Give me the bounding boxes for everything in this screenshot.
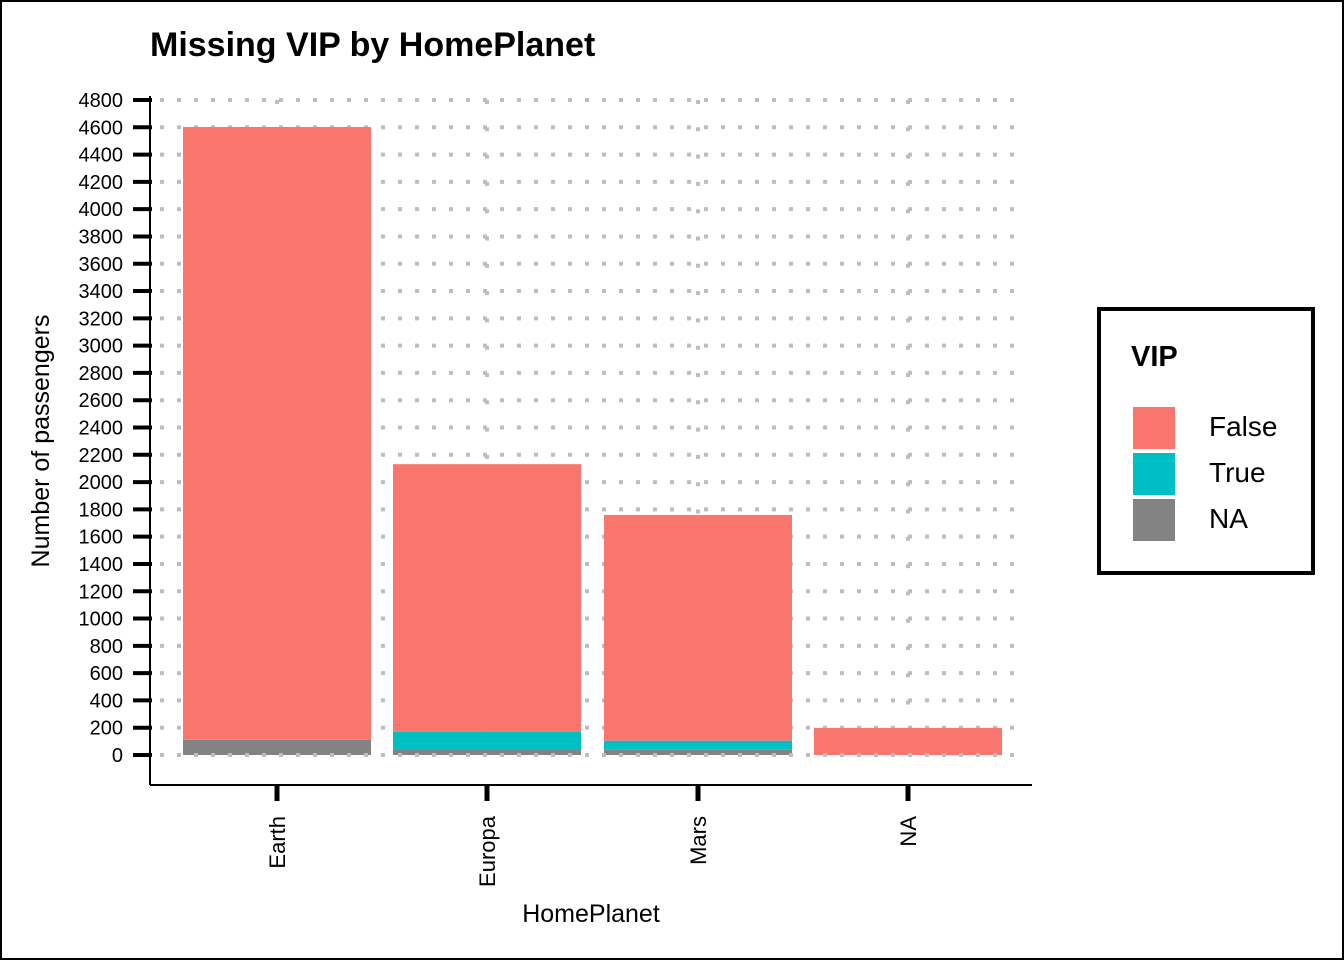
legend-label-na: NA (1209, 503, 1248, 534)
bar-mars-na (604, 749, 792, 755)
y-tick-label: 4200 (79, 172, 124, 194)
legend-swatch-false (1133, 407, 1175, 449)
legend-swatch-na (1133, 499, 1175, 541)
y-tick-label: 3800 (79, 226, 124, 248)
y-tick-label: 4600 (79, 117, 124, 139)
y-tick-label: 2200 (79, 445, 124, 467)
y-tick-label: 3200 (79, 308, 124, 330)
y-tick-label: 3400 (79, 281, 124, 303)
x-tick-label: Mars (686, 816, 711, 865)
y-tick-label: 1800 (79, 499, 124, 521)
y-tick-label: 1000 (79, 609, 124, 631)
y-tick-label: 0 (112, 745, 123, 767)
x-tick-label: NA (896, 816, 921, 847)
y-tick-label: 4800 (79, 90, 124, 112)
bar-earth-false (183, 127, 371, 740)
bar-mars-false (604, 514, 792, 741)
y-tick-label: 4400 (79, 145, 124, 167)
x-axis-title: HomePlanet (522, 900, 660, 928)
axes-layer: 0 200 400 600 800 1000 1200 1400 1600 1800 2000 220… (27, 90, 1032, 928)
y-tick-label: 2600 (79, 390, 124, 412)
legend: VIP False True NA (1097, 307, 1315, 575)
y-tick-label: 1200 (79, 581, 124, 603)
x-tick-label: Europa (475, 815, 500, 887)
bar-na-false (814, 727, 1002, 755)
y-tick-label: 4000 (79, 199, 124, 221)
y-tick-label: 200 (90, 718, 123, 740)
legend-label-false: False (1209, 411, 1278, 442)
chart-title: Missing VIP by HomePlanet (150, 26, 596, 64)
bar-mars-true (604, 740, 792, 750)
legend-label-true: True (1209, 457, 1266, 488)
legend-item-true: True (1133, 453, 1303, 495)
legend-title: VIP (1131, 341, 1178, 373)
legend-item-na: NA (1133, 499, 1303, 541)
y-tick-label: 2400 (79, 418, 124, 440)
legend-item-false: False (1133, 407, 1303, 449)
y-tick-label: 2000 (79, 472, 124, 494)
y-tick-label: 800 (90, 636, 123, 658)
bar-europa-na (393, 749, 581, 755)
y-tick-label: 3600 (79, 254, 124, 276)
bars-layer (160, 127, 1022, 757)
y-tick-label: 2800 (79, 363, 124, 385)
bar-europa-true (393, 731, 581, 750)
y-tick-label: 400 (90, 690, 123, 712)
y-tick-label: 3000 (79, 336, 124, 358)
y-axis-title: Number of passengers (27, 315, 55, 568)
y-tick-label: 600 (90, 663, 123, 685)
y-tick-label: 1400 (79, 554, 124, 576)
legend-swatch-true (1133, 453, 1175, 495)
y-tick-label: 1600 (79, 527, 124, 549)
x-tick-label: Earth (265, 816, 290, 869)
bar-europa-false (393, 464, 581, 732)
bar-earth-na (183, 739, 371, 755)
